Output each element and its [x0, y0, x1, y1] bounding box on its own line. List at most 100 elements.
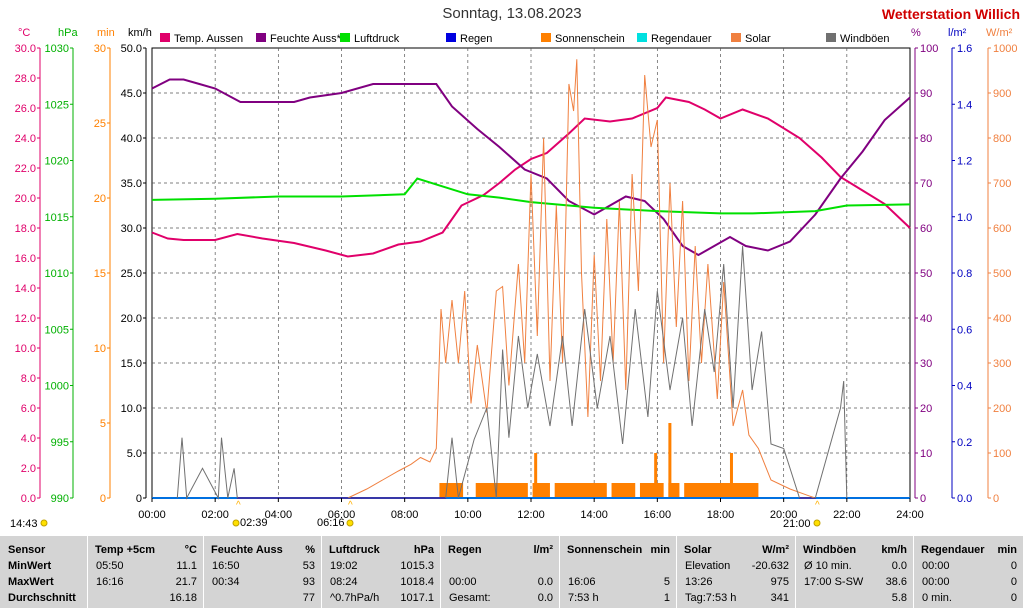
cell-time: 0 min.: [922, 592, 952, 604]
legend-label: Windböen: [840, 33, 890, 45]
x-tick-label: 02:00: [201, 509, 229, 521]
axis-tick-label: 1030: [45, 43, 69, 55]
axis-tick-label: 2.0: [21, 463, 36, 475]
sunshine-bar: [475, 483, 528, 498]
cell-value: 0: [1010, 592, 1017, 604]
chart-legend: Temp. Aussen Feuchte Auss* Luftdruck Regen S…: [160, 33, 890, 45]
axis-unit-sunshine_min: min: [97, 27, 115, 39]
axis-tick-label: 0: [920, 493, 926, 505]
legend-label: Feuchte Auss*: [270, 33, 342, 45]
axis-tick-label: 400: [993, 313, 1011, 325]
station-name: Wetterstation Willich: [881, 6, 1020, 22]
sunshine-bar: [684, 483, 759, 498]
axis-unit-pressure_hpa: hPa: [58, 27, 78, 39]
x-tick-label: 08:00: [391, 509, 419, 521]
row-label: Sensor: [8, 544, 46, 556]
axis-tick-label: 990: [51, 493, 69, 505]
sunset-icon: ^: [815, 500, 820, 511]
row-labels: Sensor MinWert MaxWert Durchschnitt: [0, 536, 88, 608]
axis-tick-label: 20.0: [121, 313, 142, 325]
x-tick-label: 10:00: [454, 509, 482, 521]
axis-tick-label: 1015: [45, 212, 69, 224]
axis-tick-label: 18.0: [15, 223, 36, 235]
sunshine-bar: [611, 483, 636, 498]
axis-tick-label: 15: [94, 268, 106, 280]
legend-swatch: [160, 33, 170, 42]
x-tick-label: 24:00: [896, 509, 924, 521]
x-tick-label: 18:00: [707, 509, 735, 521]
axis-tick-label: 14.0: [15, 283, 36, 295]
axis-tick-label: 1020: [45, 156, 69, 168]
series-line-solar: [347, 59, 816, 499]
column-title: Solar: [684, 544, 712, 556]
cell-time: 00:34: [212, 576, 240, 588]
cell-value: -20.632: [751, 560, 789, 572]
legend-label: Solar: [745, 33, 771, 45]
axis-tick-label: 30: [94, 43, 106, 55]
axis-tick-label: 995: [51, 437, 69, 449]
marker-label: 02:39: [240, 517, 268, 529]
legend-swatch: [541, 33, 551, 42]
axis-tick-label: 0.6: [957, 324, 972, 336]
x-tick-label: 14:00: [580, 509, 608, 521]
axis-tick-label: 50.0: [121, 43, 142, 55]
cell-value: 5: [663, 576, 670, 588]
legend-swatch: [446, 33, 456, 42]
x-tick-label: 04:00: [265, 509, 293, 521]
cell-time: ^0.7hPa/h: [330, 592, 380, 604]
cell-value: 975: [770, 576, 789, 588]
cell-time: 16:06: [568, 576, 596, 588]
cell-value: 77: [302, 592, 315, 604]
axis-tick-label: 0.2: [957, 437, 972, 449]
column-title: Sonnenschein: [567, 544, 643, 556]
cell-time: Elevation: [685, 560, 731, 572]
axis-tick-label: 90: [920, 88, 932, 100]
row-label: MinWert: [8, 560, 52, 572]
chart-grid: [151, 47, 911, 499]
cell-time: 7:53 h: [568, 592, 599, 604]
sun-icon: [40, 519, 48, 527]
cell-time: 00:00: [922, 576, 950, 588]
legend-label: Regendauer: [651, 33, 712, 45]
axis-tick-label: 25.0: [121, 268, 142, 280]
cell-time: 00:00: [449, 576, 477, 588]
axis-tick-label: 40.0: [121, 133, 142, 145]
axis-tick-label: 25: [94, 118, 106, 130]
column-unit: km/h: [881, 544, 907, 556]
cell-value: 5.8: [891, 592, 907, 604]
axis-tick-label: 20: [920, 403, 932, 415]
row-label: MaxWert: [8, 576, 54, 588]
axis-tick-label: 40: [920, 313, 932, 325]
column-title: Windböen: [803, 544, 857, 556]
axis-tick-label: 0.8: [957, 268, 972, 280]
axis-tick-label: 45.0: [121, 88, 142, 100]
sunshine-bar: [439, 483, 464, 498]
cell-time: Tag:7:53 h: [685, 592, 737, 604]
cell-time: 05:50: [96, 560, 124, 572]
sunshine-bars: [439, 423, 759, 498]
axis-tick-label: 10: [94, 343, 106, 355]
cell-time: 17:00 S-SW: [804, 576, 864, 588]
sun-icon: [232, 519, 240, 527]
legend-label: Regen: [460, 33, 492, 45]
axis-tick-label: 4.0: [21, 433, 36, 445]
axis-tick-label: 1.0: [957, 212, 972, 224]
cell-value: 16.18: [169, 592, 197, 604]
sunshine-bar: [654, 453, 658, 498]
axis-tick-label: 15.0: [121, 358, 142, 370]
marker-label: 06:16: [317, 517, 345, 529]
axis-tick-label: 1000: [45, 381, 69, 393]
cell-time: Gesamt:: [449, 592, 491, 604]
cell-value: 1: [663, 592, 670, 604]
column-title: Regendauer: [921, 544, 985, 556]
legend-swatch: [637, 33, 647, 42]
axis-tick-label: 0.0: [957, 493, 972, 505]
weather-chart: 00:00 02:00 04:00 06:00 08:00 10:00 12:00 14:00…: [10, 27, 1017, 530]
column-unit: min: [997, 544, 1017, 556]
axis-tick-label: 0.4: [957, 381, 972, 393]
axis-tick-label: 30: [920, 358, 932, 370]
axis-unit-rain_lm2: l/m²: [948, 27, 967, 39]
axis-tick-label: 20: [94, 193, 106, 205]
x-tick-label: 22:00: [833, 509, 861, 521]
axis-tick-label: 0.0: [21, 493, 36, 505]
